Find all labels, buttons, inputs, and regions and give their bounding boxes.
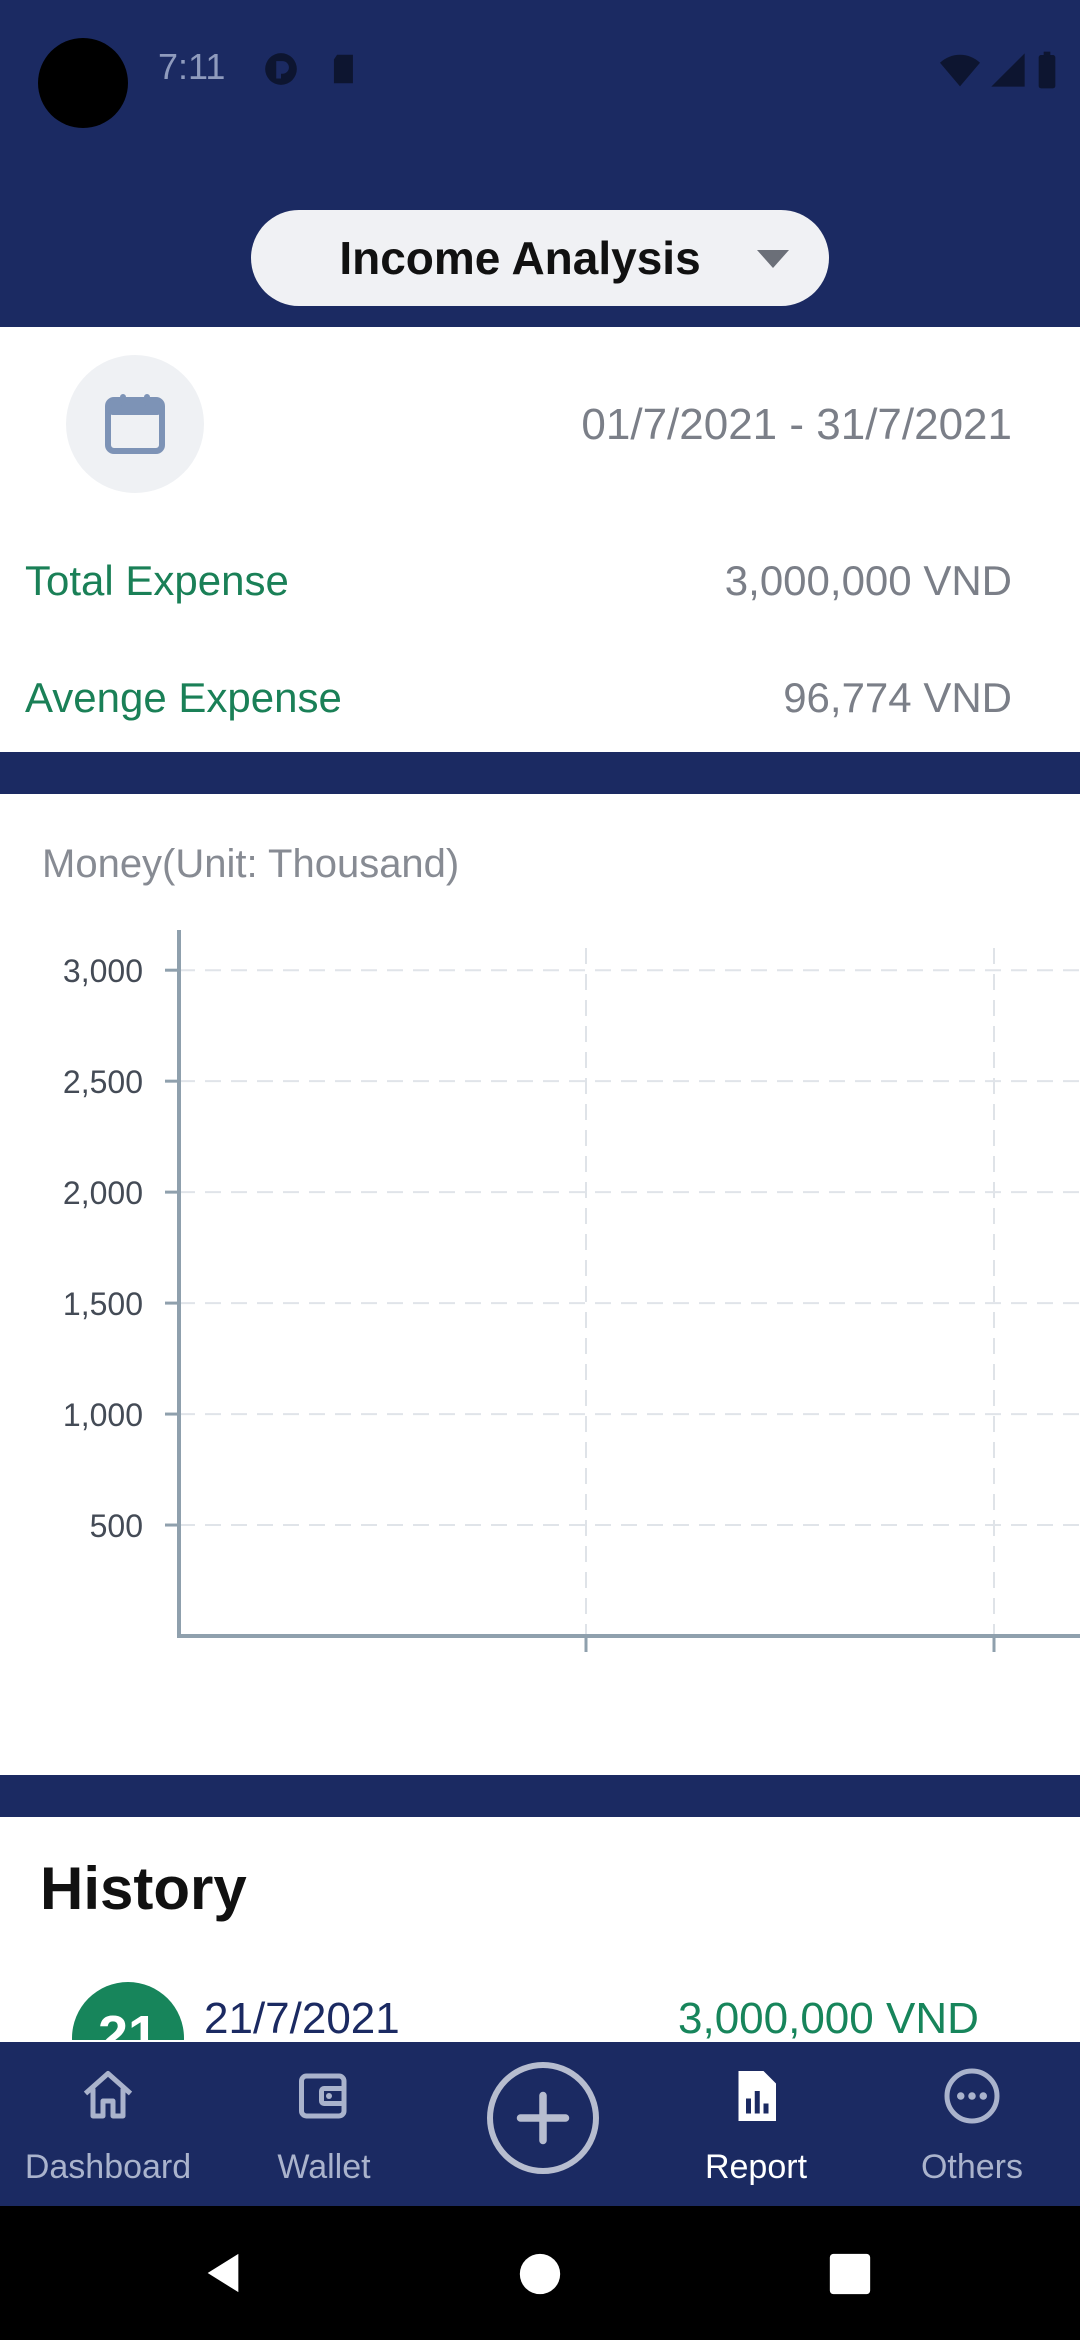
bottom-navigation: Dashboard Wallet Report Others xyxy=(0,2042,1080,2206)
system-navigation-bar xyxy=(0,2206,1080,2340)
date-range[interactable]: 01/7/2021 - 31/7/2021 xyxy=(581,400,1012,449)
history-date: 21/7/2021 xyxy=(204,1994,400,2040)
analysis-type-dropdown[interactable]: Income Analysis xyxy=(251,210,829,306)
calendar-icon xyxy=(105,394,165,454)
nav-label: Others xyxy=(920,2148,1024,2186)
nav-label: Dashboard xyxy=(24,2148,192,2186)
nav-others[interactable]: Others xyxy=(864,2042,1080,2206)
nav-label: Wallet xyxy=(277,2148,371,2186)
chart-y-tick-label: 2,500 xyxy=(63,1064,143,1100)
nav-label: Report xyxy=(704,2148,808,2186)
chart-y-tick-label: 3,000 xyxy=(63,953,143,989)
report-icon xyxy=(738,2071,776,2121)
chart-title: Money(Unit: Thousand) xyxy=(42,842,460,886)
chart-y-tick-label: 1,000 xyxy=(63,1397,143,1433)
add-icon xyxy=(516,2091,570,2145)
date-picker-button[interactable] xyxy=(66,355,204,493)
nav-dashboard[interactable]: Dashboard xyxy=(0,2042,216,2206)
signal-icon xyxy=(991,53,1025,87)
sd-card-icon xyxy=(333,54,353,84)
income-chart: 3,000 2,500 2,000 1,500 1,000 500 xyxy=(63,930,1080,1652)
total-expense-label: Total Expense xyxy=(25,557,289,604)
nav-report[interactable]: Report xyxy=(648,2042,864,2206)
add-transaction-button[interactable] xyxy=(487,2062,599,2174)
average-expense-value: 96,774 VND xyxy=(783,674,1012,721)
history-amount: 3,000,000 VND xyxy=(678,1994,979,2040)
history-title: History xyxy=(40,1855,247,1922)
battery-icon xyxy=(1038,51,1056,89)
camera-cutout xyxy=(38,38,128,128)
recents-icon[interactable] xyxy=(828,2252,872,2296)
average-expense-label: Avenge Expense xyxy=(25,674,342,721)
chart-y-tick-label: 500 xyxy=(90,1508,143,1544)
dropdown-caret-icon xyxy=(757,250,789,268)
header: 7:11 Income Analysis xyxy=(0,0,1080,327)
wifi-icon xyxy=(940,54,980,87)
analysis-type-label: Income Analysis xyxy=(339,232,701,284)
home-icon xyxy=(83,2071,133,2119)
history-row-marker xyxy=(648,1980,864,1985)
status-time: 7:11 xyxy=(158,46,226,87)
section-divider-2 xyxy=(0,1775,1080,1817)
wallet-icon xyxy=(299,2073,347,2119)
nav-wallet[interactable]: Wallet xyxy=(216,2042,432,2206)
section-divider xyxy=(0,752,1080,794)
status-icons xyxy=(938,50,1060,90)
back-icon[interactable] xyxy=(200,2250,246,2296)
more-icon xyxy=(944,2068,1000,2124)
chart-y-tick-label: 2,000 xyxy=(63,1175,143,1211)
home-circle-icon[interactable] xyxy=(518,2252,562,2296)
history-day-badge: 21 xyxy=(72,1982,184,2040)
history-item[interactable]: 21 21/7/2021 3,000,000 VND xyxy=(0,1980,1080,2040)
total-expense-value: 3,000,000 VND xyxy=(724,557,1012,604)
pocket-icon xyxy=(265,53,297,85)
chart-y-tick-label: 1,500 xyxy=(63,1286,143,1322)
